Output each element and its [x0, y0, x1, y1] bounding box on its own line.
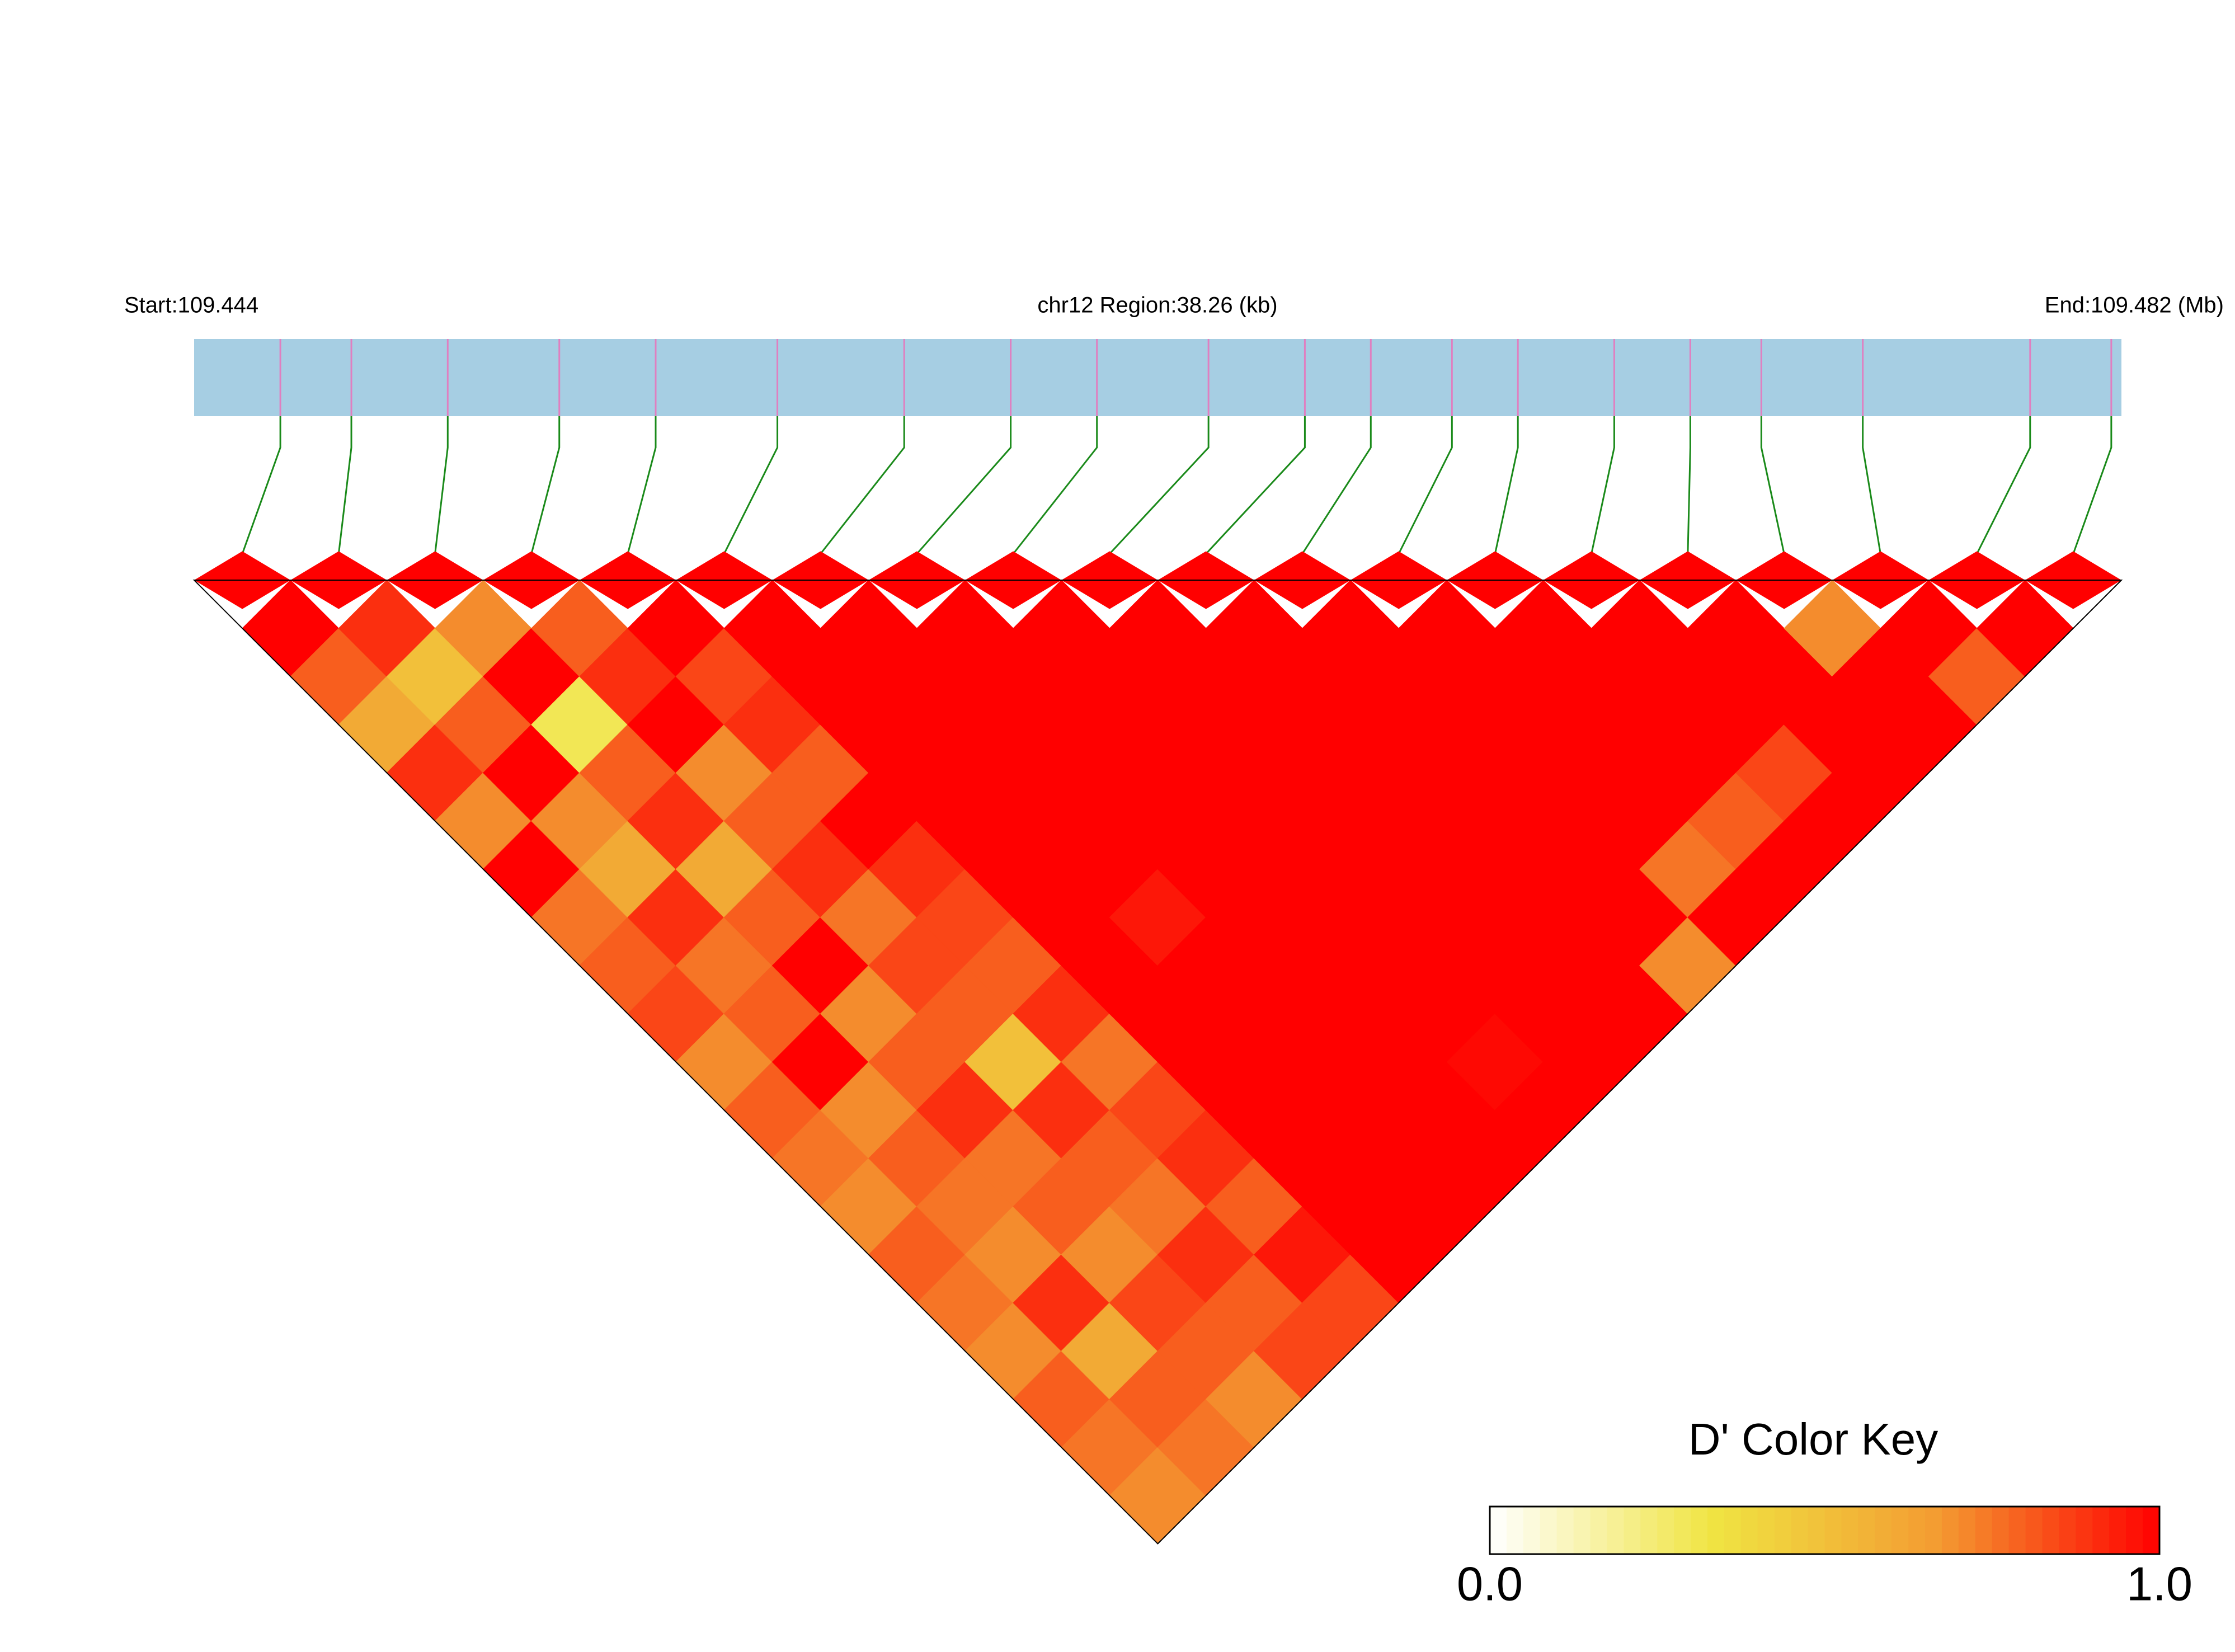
color-key-segment: [1590, 1507, 1608, 1554]
color-key-segment: [1774, 1507, 1792, 1554]
color-key-segment: [1992, 1507, 2010, 1554]
color-key-segment: [1891, 1507, 1909, 1554]
color-key-segment: [2109, 1507, 2127, 1554]
color-key-segment: [1841, 1507, 1859, 1554]
color-key-segment: [1506, 1507, 1524, 1554]
color-key-segment: [1556, 1507, 1574, 1554]
color-key-segment: [1975, 1507, 1993, 1554]
triangle-outline: [192, 580, 2123, 1545]
color-key-tick-label: 1.0: [2126, 1557, 2192, 1611]
color-key-segment: [2008, 1507, 2026, 1554]
color-key-segment: [2076, 1507, 2093, 1554]
color-key-segment: [1607, 1507, 1625, 1554]
color-key-segment: [1757, 1507, 1775, 1554]
end-label: End:109.482 (Mb): [2045, 293, 2224, 318]
key-title: D' Color Key: [1688, 1414, 1938, 1464]
start-label: Start:109.444: [124, 293, 258, 318]
color-key-segment: [1724, 1507, 1742, 1554]
color-key-segment: [2042, 1507, 2060, 1554]
color-key-segment: [1824, 1507, 1842, 1554]
color-key-segment: [1925, 1507, 1942, 1554]
color-key-segment: [1540, 1507, 1558, 1554]
color-key-segment: [2025, 1507, 2043, 1554]
color-key-segment: [2059, 1507, 2077, 1554]
color-key-segment: [2143, 1507, 2160, 1554]
color-key-segment: [1791, 1507, 1809, 1554]
color-key-segment: [1573, 1507, 1591, 1554]
color-key-segment: [1958, 1507, 1976, 1554]
color-key-frame: [1489, 1505, 2161, 1555]
color-key-segment: [1523, 1507, 1541, 1554]
color-key-segment: [1858, 1507, 1876, 1554]
color-key-segment: [1490, 1507, 1507, 1554]
color-key-tick-label: 0.0: [1457, 1557, 1523, 1611]
color-key-segment: [1640, 1507, 1658, 1554]
color-key-segment: [1657, 1507, 1675, 1554]
color-key-segment: [1908, 1507, 1926, 1554]
color-key-segment: [1941, 1507, 1959, 1554]
color-key-segment: [1875, 1507, 1893, 1554]
color-key-segment: [1707, 1507, 1725, 1554]
color-key-segment: [2092, 1507, 2110, 1554]
color-key-segment: [1691, 1507, 1709, 1554]
color-key-segment: [1624, 1507, 1641, 1554]
gene-track: [194, 339, 2121, 416]
color-key-segment: [1808, 1507, 1825, 1554]
color-key-segment: [1740, 1507, 1758, 1554]
region-label: chr12 Region:38.26 (kb): [1037, 293, 1277, 318]
color-key-segment: [2126, 1507, 2144, 1554]
color-key-segment: [1674, 1507, 1692, 1554]
